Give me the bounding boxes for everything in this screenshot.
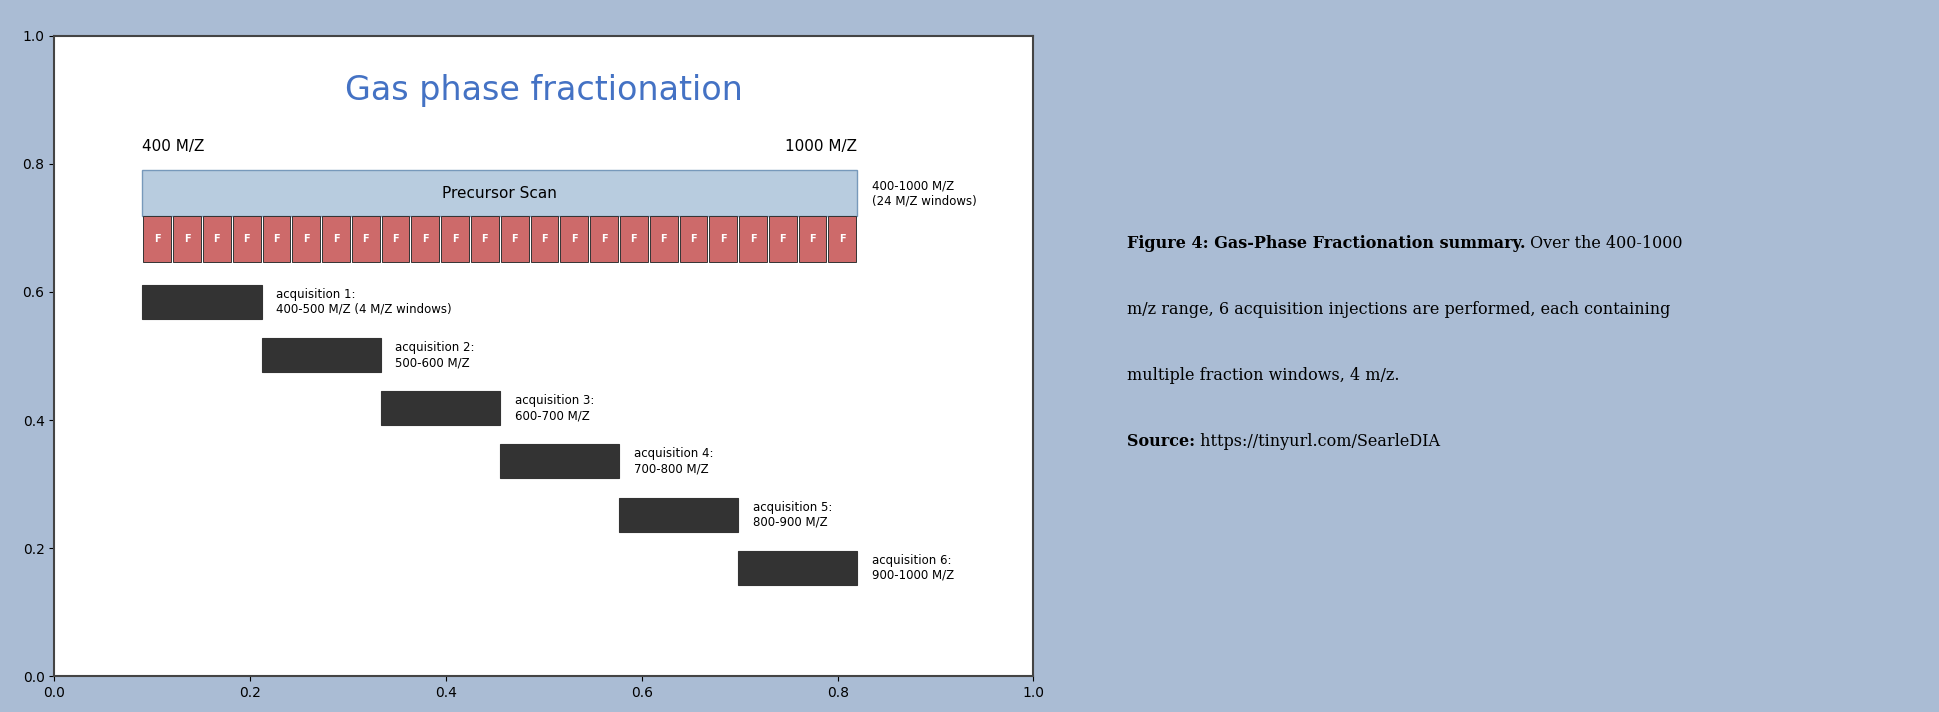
- Bar: [204, 216, 231, 263]
- Bar: [173, 216, 202, 263]
- Bar: [142, 285, 262, 319]
- Text: F: F: [719, 234, 727, 244]
- Bar: [500, 216, 529, 263]
- Bar: [351, 216, 380, 263]
- Text: F: F: [840, 234, 845, 244]
- Bar: [471, 216, 498, 263]
- Bar: [739, 216, 768, 263]
- Bar: [411, 216, 440, 263]
- Text: F: F: [423, 234, 429, 244]
- Text: https://tinyurl.com/SearleDIA: https://tinyurl.com/SearleDIA: [1194, 433, 1441, 449]
- Bar: [619, 498, 739, 532]
- Text: acquisition 6:
900-1000 M/Z: acquisition 6: 900-1000 M/Z: [873, 554, 954, 582]
- Text: F: F: [630, 234, 638, 244]
- Text: F: F: [481, 234, 489, 244]
- Text: 1000 M/Z: 1000 M/Z: [785, 139, 857, 154]
- Bar: [382, 216, 409, 263]
- Text: Precursor Scan: Precursor Scan: [442, 186, 556, 201]
- Text: F: F: [244, 234, 250, 244]
- Text: F: F: [570, 234, 578, 244]
- Bar: [500, 444, 619, 478]
- Text: F: F: [273, 234, 279, 244]
- Text: F: F: [184, 234, 190, 244]
- Text: 400-1000 M/Z
(24 M/Z windows): 400-1000 M/Z (24 M/Z windows): [873, 179, 977, 207]
- Bar: [620, 216, 648, 263]
- Text: F: F: [452, 234, 458, 244]
- Text: F: F: [334, 234, 339, 244]
- Text: Over the 400-1000: Over the 400-1000: [1526, 235, 1683, 252]
- Bar: [560, 216, 588, 263]
- Bar: [442, 216, 469, 263]
- Bar: [739, 551, 857, 585]
- Text: F: F: [601, 234, 607, 244]
- Text: F: F: [363, 234, 368, 244]
- Text: F: F: [302, 234, 310, 244]
- Bar: [322, 216, 349, 263]
- Bar: [293, 216, 320, 263]
- Bar: [531, 216, 558, 263]
- FancyBboxPatch shape: [142, 170, 857, 216]
- Text: F: F: [690, 234, 696, 244]
- Bar: [828, 216, 857, 263]
- Text: F: F: [512, 234, 518, 244]
- Text: m/z range, 6 acquisition injections are performed, each containing: m/z range, 6 acquisition injections are …: [1127, 301, 1669, 318]
- Bar: [233, 216, 260, 263]
- Text: F: F: [541, 234, 549, 244]
- Text: Figure 4: Gas-Phase Fractionation summary.: Figure 4: Gas-Phase Fractionation summar…: [1127, 235, 1526, 252]
- Text: Source:: Source:: [1127, 433, 1194, 449]
- Bar: [650, 216, 677, 263]
- Text: acquisition 1:
400-500 M/Z (4 M/Z windows): acquisition 1: 400-500 M/Z (4 M/Z window…: [275, 288, 452, 316]
- Bar: [770, 216, 797, 263]
- Text: acquisition 5:
800-900 M/Z: acquisition 5: 800-900 M/Z: [752, 501, 832, 528]
- Text: F: F: [661, 234, 667, 244]
- Bar: [710, 216, 737, 263]
- Text: acquisition 2:
500-600 M/Z: acquisition 2: 500-600 M/Z: [396, 341, 475, 369]
- Text: acquisition 3:
600-700 M/Z: acquisition 3: 600-700 M/Z: [514, 394, 593, 422]
- Bar: [380, 391, 500, 425]
- Text: F: F: [750, 234, 756, 244]
- Text: F: F: [153, 234, 161, 244]
- Text: F: F: [213, 234, 221, 244]
- Text: 400 M/Z: 400 M/Z: [142, 139, 206, 154]
- Bar: [589, 216, 619, 263]
- Bar: [799, 216, 826, 263]
- Text: F: F: [809, 234, 816, 244]
- Text: multiple fraction windows, 4 m/z.: multiple fraction windows, 4 m/z.: [1127, 367, 1400, 384]
- Text: Gas phase fractionation: Gas phase fractionation: [345, 74, 743, 107]
- Text: F: F: [779, 234, 785, 244]
- Text: acquisition 4:
700-800 M/Z: acquisition 4: 700-800 M/Z: [634, 447, 714, 476]
- Bar: [679, 216, 708, 263]
- Bar: [143, 216, 171, 263]
- Bar: [262, 216, 291, 263]
- Text: F: F: [392, 234, 399, 244]
- Bar: [262, 338, 380, 372]
